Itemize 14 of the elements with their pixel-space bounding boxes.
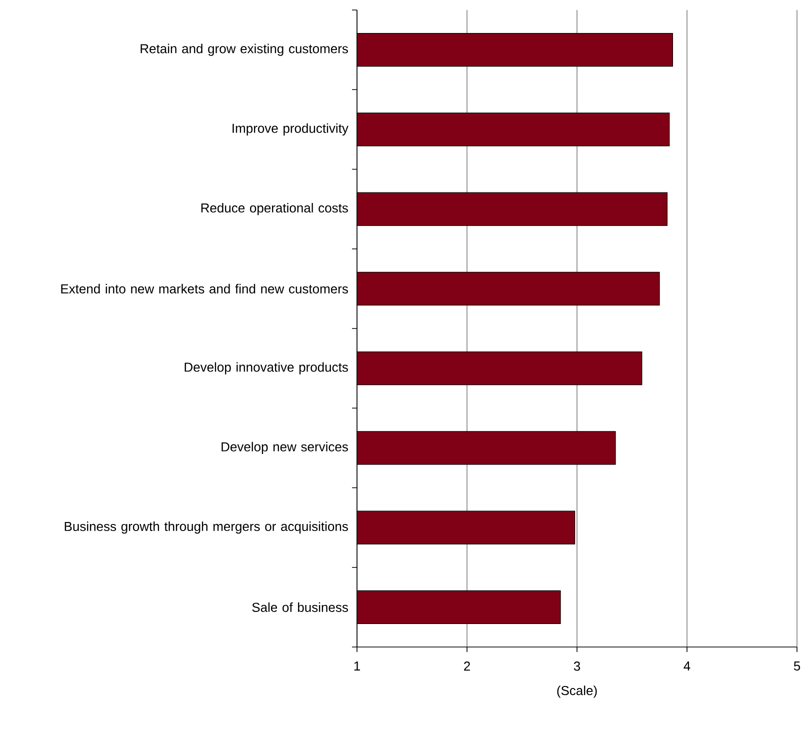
y-tick-label: Develop innovative products [184,362,348,374]
x-tick-label: 2 [464,662,470,671]
y-tick-label: Develop new services [222,442,348,454]
x-axis-title: (Scale) [557,686,597,698]
y-tick-label: Improve productivity [232,123,348,136]
x-tick-label: 4 [684,662,690,670]
y-tick-label: Business growth through mergers or acquisitions [64,522,348,534]
y-tick-label: Sale of business [252,602,348,612]
y-tick-label: Reduce operational costs [201,203,348,216]
y-tick-label: Extend into new markets and find new customers [61,284,348,294]
x-tick-label: 3 [574,662,580,671]
x-tick-label: 5 [794,662,800,671]
y-tick-label: Retain and grow existing customers [140,44,348,56]
x-tick-label: 1 [354,662,360,670]
